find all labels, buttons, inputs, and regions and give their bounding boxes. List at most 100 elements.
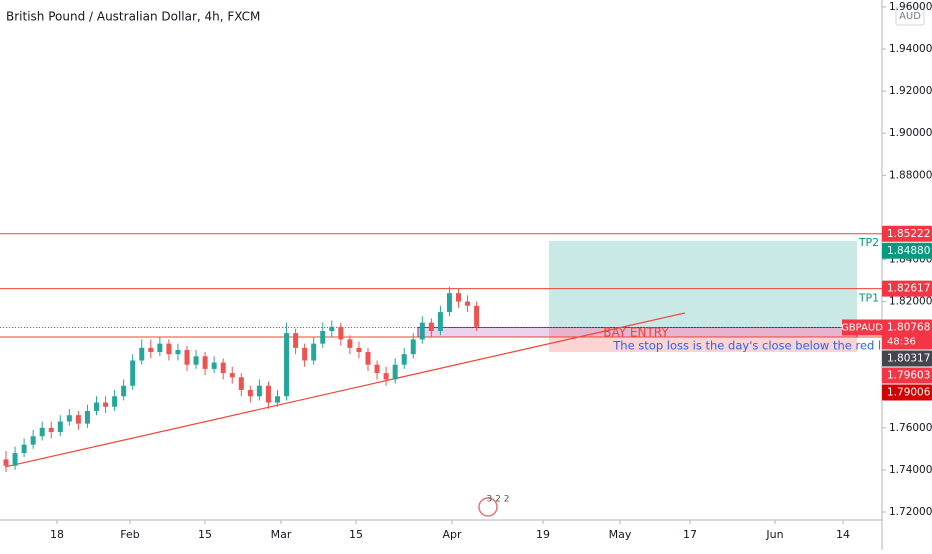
tp2-label: TP2 <box>858 236 879 249</box>
candle-body <box>30 436 36 445</box>
candle-body <box>302 347 308 361</box>
y-tick-label: 1.88000 <box>889 169 932 181</box>
candle-body <box>121 385 127 397</box>
x-tick-label: 15 <box>349 528 363 541</box>
candle-body <box>229 373 235 378</box>
candle-body <box>193 356 199 365</box>
candle-body <box>166 343 172 355</box>
price-tag-label: 1.84880 <box>887 245 930 257</box>
price-tag-label: 1.82617 <box>887 283 930 295</box>
candle-body <box>130 360 136 386</box>
candle-body <box>57 421 63 433</box>
candle-body <box>211 362 217 369</box>
candle-body <box>238 377 244 390</box>
price-tag-label: 1.80317 <box>887 352 930 364</box>
countdown: 48:36 <box>887 336 916 347</box>
price-tag <box>882 367 932 384</box>
candle-body <box>392 364 398 380</box>
y-tick-label: 1.90000 <box>889 127 932 139</box>
candle-body <box>184 349 190 365</box>
y-tick-label: 1.92000 <box>889 85 932 97</box>
candle-body <box>48 427 54 433</box>
candle-body <box>356 347 362 353</box>
candle-body <box>428 322 434 332</box>
candle-body <box>39 427 45 437</box>
symbol-label: GBPAUD <box>841 322 883 333</box>
price-tag <box>882 242 932 259</box>
candle-body <box>75 415 81 424</box>
candle-body <box>456 293 461 302</box>
candle-body <box>329 326 335 332</box>
x-tick-label: Mar <box>271 528 292 541</box>
candle-body <box>84 410 90 424</box>
candle-body <box>3 459 9 466</box>
target-zone <box>549 240 857 328</box>
y-tick-label: 1.76000 <box>889 422 932 434</box>
x-tick-label: 19 <box>536 528 550 541</box>
candle-body <box>202 356 208 369</box>
candle-body <box>437 312 443 332</box>
candle-body <box>21 444 27 454</box>
x-tick-label: 15 <box>198 528 212 541</box>
candle-body <box>311 343 317 361</box>
chart-title: British Pound / Australian Dollar, 4h, F… <box>6 10 260 24</box>
y-tick-label: 1.96000 <box>889 1 932 13</box>
candle-body <box>175 349 181 355</box>
price-tag <box>882 319 932 350</box>
y-tick-label: 1.94000 <box>889 43 932 55</box>
logo-text: 3 2 2 <box>487 495 510 505</box>
candle-body <box>247 389 253 397</box>
candle-body <box>347 339 353 348</box>
currency-box <box>895 6 925 26</box>
y-tick-label: 1.72000 <box>889 506 932 518</box>
candle-body <box>419 322 425 340</box>
zone-label: BAY ENTRY <box>603 326 669 340</box>
candle-body <box>465 301 471 306</box>
candle-body <box>148 347 154 353</box>
candle-body <box>157 343 163 353</box>
candle-body <box>401 354 407 365</box>
candle-body <box>320 331 326 344</box>
candle-body <box>12 453 18 466</box>
candle-body <box>94 402 99 411</box>
price-tag <box>882 350 932 367</box>
price-tag <box>882 280 932 297</box>
x-tick-label: Feb <box>120 528 139 541</box>
symbol-tag <box>842 319 882 336</box>
candle-body <box>112 396 118 407</box>
tp1-label: TP1 <box>858 292 879 305</box>
price-tag-label: 1.79006 <box>887 386 931 398</box>
x-tick-label: Jun <box>765 528 783 541</box>
candle-body <box>139 347 145 361</box>
x-tick-label: 17 <box>683 528 697 541</box>
candle-body <box>220 362 226 374</box>
price-tag-label: 1.80768 <box>887 321 930 333</box>
candle-body <box>338 326 344 340</box>
candle-body <box>66 415 72 422</box>
candle-body <box>103 402 109 407</box>
price-tag-label: 1.79603 <box>887 369 930 381</box>
x-tick-label: 18 <box>50 528 64 541</box>
candle-body <box>446 293 452 313</box>
currency-label: AUD <box>899 11 921 22</box>
x-tick-label: Apr <box>442 528 462 541</box>
candle-body <box>265 385 271 403</box>
x-tick-label: May <box>609 528 632 541</box>
price-tag-label: 1.85222 <box>887 228 930 240</box>
candle-body <box>275 396 280 403</box>
candle-body <box>293 333 299 348</box>
candle-body <box>383 373 389 380</box>
y-tick-label: 1.74000 <box>889 464 932 476</box>
candle-body <box>284 333 290 397</box>
candle-body <box>410 339 416 355</box>
candle-body <box>374 364 380 374</box>
logo-mark <box>478 497 498 517</box>
x-tick-label: 14 <box>836 528 850 541</box>
price-tag <box>882 225 932 242</box>
candle-body <box>365 352 371 365</box>
stop-note: The stop loss is the day's close below t… <box>612 338 898 352</box>
price-tag <box>882 384 932 401</box>
